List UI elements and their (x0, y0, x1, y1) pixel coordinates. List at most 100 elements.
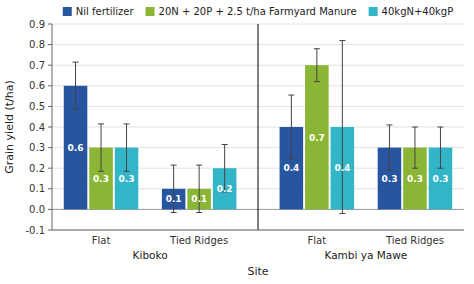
error-bar-cap (196, 212, 202, 213)
error-bar (339, 40, 345, 213)
error-bar-line (199, 165, 200, 212)
error-bar-line (316, 49, 317, 82)
y-tick-label: 0.0 (29, 204, 45, 215)
y-tick (48, 230, 52, 231)
error-bar-cap (73, 109, 79, 110)
y-tick (48, 147, 52, 148)
site-label: Kiboko (133, 249, 168, 261)
error-bar-line (342, 40, 343, 213)
site-label: Kambi ya Mawe (324, 249, 407, 261)
y-tick (48, 127, 52, 128)
error-bar-cap (314, 81, 320, 82)
data-label: 0.3 (407, 174, 423, 184)
error-bar-cap (124, 123, 130, 124)
data-label: 0.3 (93, 174, 109, 184)
legend-label: 40kgN+40kgP (382, 6, 454, 17)
legend-item: 40kgN+40kgP (369, 6, 454, 17)
error-bar-cap (412, 127, 418, 128)
error-bar-cap (222, 144, 228, 145)
data-label: 0.3 (119, 174, 135, 184)
error-bar-line (126, 124, 127, 171)
bars (64, 40, 452, 213)
y-tick-label: -0.1 (25, 225, 45, 236)
site-divider (258, 24, 259, 230)
data-labels: 0.60.10.40.30.30.10.70.30.30.20.40.3 (68, 133, 449, 205)
error-bar-cap (314, 48, 320, 49)
data-label: 0.1 (166, 194, 182, 204)
legend-swatch (63, 7, 72, 16)
error-bar-line (101, 124, 102, 171)
error-bar (288, 95, 294, 159)
data-label: 0.3 (381, 174, 397, 184)
y-tick (48, 188, 52, 189)
error-bar-cap (386, 170, 392, 171)
error-bar-line (75, 62, 76, 109)
error-bar-cap (124, 171, 130, 172)
y-tick (48, 209, 52, 210)
y-tick-label: 0.2 (29, 163, 45, 174)
x-axis: FlatTied RidgesFlatTied RidgesKibokoKamb… (92, 235, 444, 261)
error-bar-line (173, 165, 174, 212)
error-bar (386, 125, 392, 170)
error-bar-cap (339, 40, 345, 41)
y-tick-label: 0.9 (29, 19, 45, 30)
error-bar-cap (412, 168, 418, 169)
legend-item: Nil fertilizer (63, 6, 135, 17)
legend-label: Nil fertilizer (76, 6, 135, 17)
error-bar-cap (171, 212, 177, 213)
error-bar (98, 124, 104, 171)
x-tick-label: Tied Ridges (169, 235, 228, 246)
error-bar-line (291, 95, 292, 159)
error-bar (196, 165, 202, 212)
legend-item: 20N + 20P + 2.5 t/ha Farmyard Manure (146, 6, 357, 17)
y-axis: -0.1 0.0 0.1 0.2 0.3 0.4 0.5 0.6 0.7 0.8 0.9 (25, 19, 52, 236)
x-tick-label: Tied Ridges (385, 235, 444, 246)
error-bar-line (389, 125, 390, 170)
legend-label: 20N + 20P + 2.5 t/ha Farmyard Manure (159, 6, 357, 17)
y-tick (48, 106, 52, 107)
error-bar-cap (437, 168, 443, 169)
error-bar-cap (339, 213, 345, 214)
error-bar-cap (98, 123, 104, 124)
error-bar-cap (288, 158, 294, 159)
error-bar-cap (98, 171, 104, 172)
error-bar-cap (288, 95, 294, 96)
error-bar (171, 165, 177, 212)
error-bar-cap (73, 62, 79, 63)
chart-container: -0.1 0.0 0.1 0.2 0.3 0.4 0.5 0.6 0.7 0.8 0.9 0.6 0.1… (0, 0, 474, 284)
error-bar (124, 124, 130, 171)
y-tick-label: 0.6 (29, 80, 45, 91)
x-axis-label: Site (247, 265, 268, 278)
grid-line (52, 230, 464, 231)
data-label: 0.6 (68, 143, 84, 153)
data-label: 0.7 (309, 133, 325, 143)
y-tick-label: 0.3 (29, 142, 45, 153)
data-label: 0.4 (283, 163, 299, 173)
x-tick-label: Flat (92, 235, 111, 246)
error-bar-line (440, 127, 441, 168)
error-bar-line (414, 127, 415, 168)
y-tick-label: 0.4 (29, 122, 45, 133)
y-tick-label: 0.5 (29, 101, 45, 112)
y-tick (48, 44, 52, 45)
error-bar (314, 49, 320, 82)
x-tick-label: Flat (308, 235, 327, 246)
y-tick (48, 85, 52, 86)
error-bar-cap (171, 165, 177, 166)
data-label: 0.1 (191, 194, 207, 204)
error-bar-cap (386, 124, 392, 125)
error-bar (412, 127, 418, 168)
grid (52, 24, 464, 230)
error-bar (437, 127, 443, 168)
legend-swatch (146, 7, 155, 16)
error-bar-cap (196, 165, 202, 166)
error-bar-cap (437, 127, 443, 128)
y-tick (48, 65, 52, 66)
data-label: 0.3 (432, 174, 448, 184)
y-tick (48, 24, 52, 25)
y-tick-label: 0.8 (29, 39, 45, 50)
y-axis-line (52, 24, 53, 230)
y-tick-label: 0.1 (29, 183, 45, 194)
y-tick-label: 0.7 (29, 60, 45, 71)
legend: Nil fertilizer 20N + 20P + 2.5 t/ha Farmy… (63, 6, 453, 17)
